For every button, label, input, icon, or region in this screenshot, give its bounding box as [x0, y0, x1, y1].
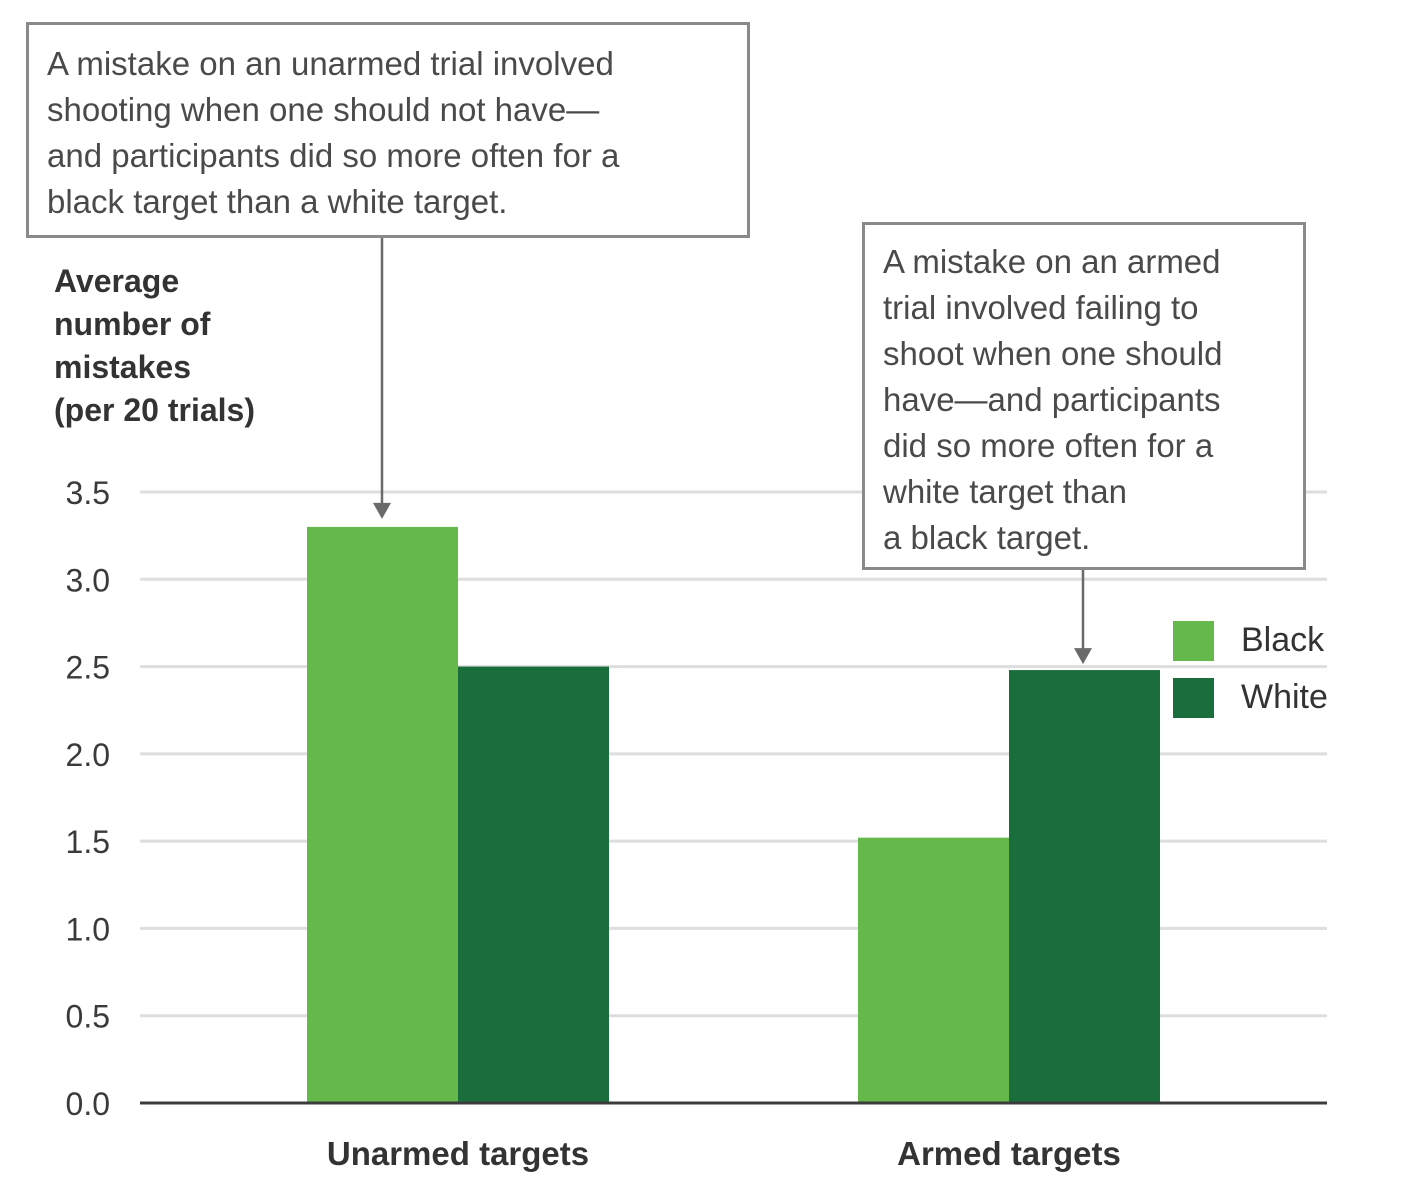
y-tick-label: 2.0	[66, 737, 110, 773]
annotation-line: trial involved failing to	[883, 289, 1199, 326]
annotation-line: did so more often for a	[883, 427, 1214, 464]
legend-label-black: Black	[1241, 621, 1325, 659]
y-tick-label: 0.5	[66, 999, 110, 1035]
y-tick-label: 3.0	[66, 562, 110, 598]
annotation-line: white target than	[883, 473, 1127, 510]
legend-swatch-black	[1173, 621, 1214, 661]
y-tick-label: 1.0	[66, 911, 110, 947]
annotation-arrows	[373, 238, 1092, 665]
y-tick-label: 3.5	[66, 475, 110, 511]
legend-swatch-white	[1173, 678, 1214, 718]
annotation-line: have—and participants	[883, 381, 1221, 418]
x-tick-label: Unarmed targets	[327, 1135, 589, 1172]
y-axis-ticks: 0.0 0.5 1.0 1.5 2.0 2.5 3.0 3.5	[66, 475, 110, 1122]
annotation-line: black target than a white target.	[47, 183, 508, 220]
bar-white-unarmed	[458, 666, 609, 1103]
x-axis-labels: Unarmed targets Armed targets	[327, 1135, 1121, 1172]
y-axis-label-line: Average	[54, 263, 180, 299]
bars	[307, 526, 1160, 1103]
legend-label-white: White	[1241, 678, 1328, 716]
annotation-arrow-head	[1074, 648, 1092, 665]
y-tick-label: 0.0	[66, 1086, 110, 1122]
annotation-arrow-head	[373, 502, 391, 519]
annotation-line: shoot when one should	[883, 335, 1223, 372]
annotation-unarmed: A mistake on an unarmed trial involved s…	[26, 22, 750, 238]
annotation-line: a black target.	[883, 519, 1091, 556]
annotation-line: A mistake on an unarmed trial involved	[47, 45, 614, 82]
x-tick-label: Armed targets	[897, 1135, 1121, 1172]
y-tick-label: 1.5	[66, 824, 110, 860]
y-axis-label-line: number of	[54, 306, 211, 342]
bar-white-armed	[1009, 670, 1160, 1103]
y-tick-label: 2.5	[66, 650, 110, 686]
annotation-line: shooting when one should not have—	[47, 91, 600, 128]
annotation-line: A mistake on an armed	[883, 243, 1221, 280]
bar-black-unarmed	[307, 526, 458, 1103]
annotation-line: and participants did so more often for a	[47, 137, 620, 174]
y-axis-label-line: mistakes	[54, 349, 191, 385]
y-axis-label-line: (per 20 trials)	[54, 392, 255, 428]
bar-black-armed	[858, 837, 1009, 1103]
annotation-armed: A mistake on an armed trial involved fai…	[862, 222, 1306, 570]
y-axis-label: Average number of mistakes (per 20 trial…	[54, 260, 314, 432]
